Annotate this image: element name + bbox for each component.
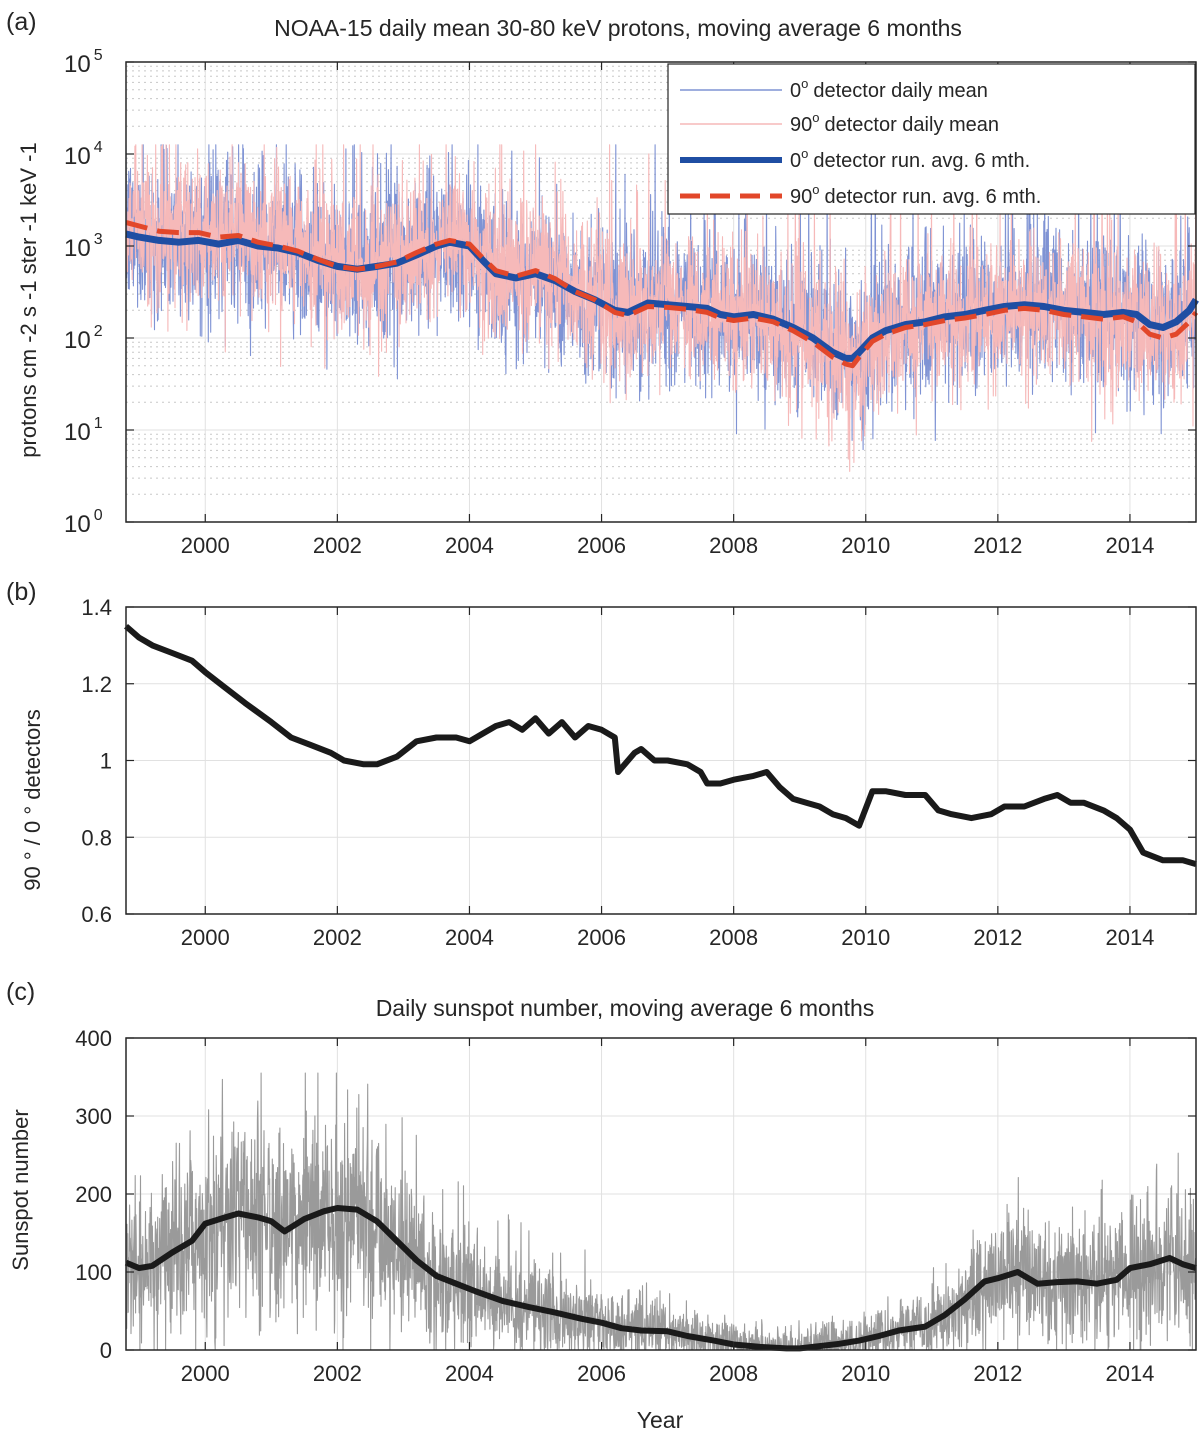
panel-c-ytick-label-3: 300 [75,1104,112,1129]
panel-c-frame [125,1037,1197,1351]
legend-entry-1: 90o detector daily mean [790,110,999,136]
series-daily-sunspot [125,1072,1197,1351]
panel-c-xtick-label-2012: 2012 [973,1361,1022,1386]
panel-a-ytick-label-1: 10 1 [64,415,103,446]
series-ratio-90-0 [124,623,1197,867]
panel-c-xtick-label-2006: 2006 [577,1361,626,1386]
panel-c-ytick-label-1: 100 [75,1260,112,1285]
panel-a-ytick-label-0: 10 0 [64,507,103,538]
panel-a-ytick-base-0: 10 [64,511,91,538]
panel-a-xtick-label-2004: 2004 [445,533,494,558]
panel-b-ylabel: 90 ° / 0 ° detectors [20,709,45,890]
legend-entry-2: 0o detector run. avg. 6 mth. [790,146,1030,172]
panel-c-title: Daily sunspot number, moving average 6 m… [376,995,875,1021]
panel-c-ylabel: Sunspot number [8,1109,33,1270]
panel-b-xtick-label-2008: 2008 [709,925,758,950]
legend-entry-1-angle: 90 [790,114,812,136]
panel-a-xtick-label-2012: 2012 [973,533,1022,558]
panel-a-ytick-base-2: 10 [64,327,91,354]
panel-c-xtick-label-2008: 2008 [709,1361,758,1386]
panel-c-ytick-label-0: 0 [100,1338,112,1363]
legend-entry-0-angle: 0 [790,80,801,102]
legend: 0o detector daily mean 90o detector daily … [667,63,1196,215]
panel-a-ytick-exp-2: 2 [94,323,103,340]
panel-a-xtick-label-2000: 2000 [181,533,230,558]
panel-label-c: (c) [6,978,35,1006]
legend-entry-0-text: detector daily mean [813,80,988,102]
panel-c-ytick-label-4: 400 [75,1026,112,1051]
legend-entry-2-sup: o [801,146,808,161]
legend-entry-1-text: detector daily mean [824,114,999,136]
panel-label-a: (a) [6,8,37,36]
panel-b-xtick-label-2012: 2012 [973,925,1022,950]
panel-a-ytick-exp-0: 0 [94,507,103,524]
panel-b-ytick-label-4: 1.4 [81,595,112,620]
panel-b-ytick-label-0: 0.6 [81,902,112,927]
legend-entry-0-sup: o [801,76,808,91]
panel-label-b: (b) [6,578,37,606]
panel-a-ytick-base-5: 10 [64,51,91,78]
panel-a-ytick-base-1: 10 [64,419,91,446]
series-sunspot-run-avg [124,1205,1197,1352]
panel-b-ytick-label-1: 0.8 [81,825,112,850]
panel-b-xtick-label-2014: 2014 [1105,925,1154,950]
panel-a-ytick-exp-3: 3 [94,231,103,248]
series-90deg-run-avg [125,220,1199,369]
legend-entry-1-sup: o [812,110,819,125]
panel-b-xtick-label-2002: 2002 [313,925,362,950]
legend-entry-3-sup: o [812,182,819,197]
legend-entry-3-text: detector run. avg. 6 mth. [824,186,1041,208]
panel-b-plot: 0.6 0.8 1 1.2 1.4 2000 2002 2004 2006 2008 2010 201… [81,595,1197,950]
legend-entry-3: 90o detector run. avg. 6 mth. [790,182,1041,208]
panel-c-xtick-label-2000: 2000 [181,1361,230,1386]
legend-box [667,63,1196,215]
panel-a-ytick-exp-1: 1 [94,415,103,432]
legend-entry-3-angle: 90 [790,186,812,208]
panel-b-xtick-label-2006: 2006 [577,925,626,950]
panel-c-xtick-label-2010: 2010 [841,1361,890,1386]
panel-a-xtick-label-2010: 2010 [841,533,890,558]
legend-entry-2-text: detector run. avg. 6 mth. [813,150,1030,172]
panel-a-ytick-label-4: 10 4 [64,139,103,170]
panel-a-xtick-label-2006: 2006 [577,533,626,558]
panel-b-xtick-label-2010: 2010 [841,925,890,950]
panel-a-xtick-label-2014: 2014 [1105,533,1154,558]
panel-c-xtick-label-2002: 2002 [313,1361,362,1386]
panel-a-ylabel: protons cm -2 s -1 ster -1 keV -1 [16,142,41,457]
panel-b-frame [125,606,1197,915]
panel-b-ytick-label-2: 1 [100,749,112,774]
panel-a-xtick-label-2008: 2008 [709,533,758,558]
panel-c-ytick-label-2: 200 [75,1182,112,1207]
panel-b-xtick-label-2004: 2004 [445,925,494,950]
panel-a-ytick-label-5: 10 5 [64,47,103,78]
panel-c-plot: 0 100 200 300 400 2000 2002 2004 2006 2008 2010 201… [75,1026,1197,1386]
panel-a-frame [125,61,1197,523]
panel-c-xtick-label-2004: 2004 [445,1361,494,1386]
panel-a-ytick-label-3: 10 3 [64,231,103,262]
panel-a-xtick-label-2002: 2002 [313,533,362,558]
panel-a-title: NOAA-15 daily mean 30-80 keV protons, mo… [274,15,962,41]
panel-a-ytick-base-3: 10 [64,235,91,262]
x-axis-label: Year [637,1407,684,1433]
panel-a-ytick-label-2: 10 2 [64,323,103,354]
legend-entry-2-angle: 0 [790,150,801,172]
legend-entry-0: 0o detector daily mean [790,76,988,102]
panel-b-xtick-label-2000: 2000 [181,925,230,950]
panel-a-ytick-exp-5: 5 [94,47,103,64]
panel-b-ytick-label-3: 1.2 [81,672,112,697]
panel-a-ytick-exp-4: 4 [94,139,103,156]
panel-c-xtick-label-2014: 2014 [1105,1361,1154,1386]
panel-a-ytick-base-4: 10 [64,143,91,170]
